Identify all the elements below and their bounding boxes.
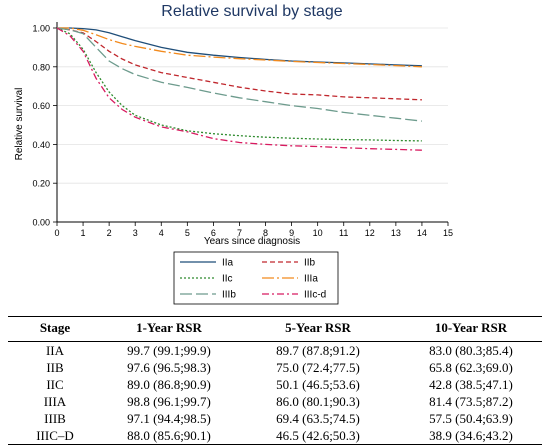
rsr-10y-cell: 57.5 (50.4;63.9) — [429, 411, 513, 426]
header-stage: Stage — [8, 316, 102, 342]
table-row: IIC 89.0 (86.8;90.9) 50.1 (46.5;53.6) 42… — [8, 376, 542, 393]
x-tick-label: 1 — [81, 228, 86, 238]
legend-label: IIb — [304, 258, 316, 269]
legend: IIa IIb IIc IIIa IIIb IIIc-d — [173, 251, 339, 305]
header-5-year: 5-Year RSR — [236, 316, 400, 342]
table-row: IIB 97.6 (96.5;98.3) 75.0 (72.4;77.5) 65… — [8, 359, 542, 376]
gridlines — [57, 27, 448, 223]
axes: 0.000.200.400.600.801.000 1 2 3 4 5 6 7 8 9 10 11 12… — [32, 22, 453, 238]
stage-cell: IIA — [45, 343, 65, 358]
table-row: IIIC–D 88.0 (85.6;90.1) 46.5 (42.6;50.3)… — [8, 427, 542, 445]
x-tick-label: 2 — [107, 228, 112, 238]
y-tick-label: 0.60 — [32, 101, 50, 111]
chart-title: Relative survival by stage — [161, 3, 343, 20]
legend-label: IIIa — [304, 274, 318, 285]
series-line-iib — [56, 27, 422, 101]
rsr-1y-cell: 89.0 (86.8;90.9) — [127, 377, 211, 392]
x-tick-label: 11 — [339, 228, 348, 238]
rsr-1y-cell: 98.8 (96.1;99.7) — [127, 394, 211, 409]
y-tick-label: 0.80 — [32, 62, 50, 72]
table-header-row: Stage 1-Year RSR 5-Year RSR 10-Year RSR — [8, 316, 542, 342]
y-tick-label: 0.40 — [32, 140, 50, 150]
rsr-1y-cell: 97.6 (96.5;98.3) — [127, 360, 211, 375]
x-tick-label: 3 — [133, 228, 138, 238]
rsr-5y-cell: 75.0 (72.4;77.5) — [276, 360, 360, 375]
x-tick-label: 13 — [391, 228, 401, 238]
table-row: IIA 99.7 (99.1;99.9) 89.7 (87.8;91.2) 83… — [8, 342, 542, 360]
x-tick-label: 0 — [54, 228, 59, 238]
x-tick-label: 14 — [417, 228, 427, 238]
rsr-1y-cell: 88.0 (85.6;90.1) — [102, 427, 236, 445]
y-tick-label: 1.00 — [32, 24, 50, 34]
rsr-table: Stage 1-Year RSR 5-Year RSR 10-Year RSR … — [8, 316, 542, 445]
rsr-5y-cell: 46.5 (42.6;50.3) — [236, 427, 400, 445]
series-line-iiib — [56, 27, 422, 122]
rsr-10y-cell: 81.4 (73.5;87.2) — [429, 394, 513, 409]
x-tick-label: 4 — [159, 228, 164, 238]
series-line-iia — [57, 27, 422, 67]
x-tick-label: 8 — [263, 228, 268, 238]
x-tick-label: 12 — [365, 228, 375, 238]
x-tick-label: 5 — [185, 228, 190, 238]
survival-chart: Relative survival by stage Relative surv… — [14, 3, 453, 305]
x-tick-label: 6 — [211, 228, 216, 238]
y-tick-label: 0.00 — [32, 218, 50, 228]
table-row: IIIB 97.1 (94.4;98.5) 69.4 (63.5;74.5) 5… — [8, 410, 542, 427]
rsr-1y-cell: 97.1 (94.4;98.5) — [127, 411, 211, 426]
x-tick-label: 9 — [289, 228, 294, 238]
rsr-10y-cell: 42.8 (38.5;47.1) — [429, 377, 513, 392]
legend-label: IIIc-d — [304, 290, 326, 301]
rsr-10y-cell: 38.9 (34.6;43.2) — [400, 427, 542, 445]
legend-label: IIIb — [222, 290, 236, 301]
x-axis-label: Years since diagnosis — [204, 236, 300, 247]
legend-label: IIa — [222, 258, 234, 269]
rsr-5y-cell: 69.4 (63.5;74.5) — [276, 411, 360, 426]
stage-cell: IIIC–D — [8, 427, 102, 445]
rsr-10y-cell: 65.8 (62.3;69.0) — [429, 360, 513, 375]
x-tick-label: 15 — [443, 228, 453, 238]
series-line-iiia — [57, 27, 422, 68]
stage-cell: IIIA — [43, 394, 67, 409]
rsr-1y-cell: 99.7 (99.1;99.9) — [127, 343, 211, 358]
legend-label: IIc — [222, 274, 233, 285]
stage-cell: IIC — [46, 377, 64, 392]
series-line-iiic-d — [56, 27, 422, 151]
series-line-iic — [56, 27, 422, 142]
rsr-5y-cell: 86.0 (80.1;90.3) — [276, 394, 360, 409]
header-1-year: 1-Year RSR — [102, 316, 236, 342]
stage-cell: IIIB — [44, 411, 66, 426]
y-axis-label: Relative survival — [14, 88, 25, 161]
rsr-5y-cell: 89.7 (87.8;91.2) — [276, 343, 360, 358]
rsr-10y-cell: 83.0 (80.3;85.4) — [429, 343, 513, 358]
y-tick-label: 0.20 — [32, 179, 50, 189]
x-tick-label: 7 — [237, 228, 242, 238]
x-tick-label: 10 — [313, 228, 323, 238]
header-10-year: 10-Year RSR — [400, 316, 542, 342]
table-row: IIIA 98.8 (96.1;99.7) 86.0 (80.1;90.3) 8… — [8, 393, 542, 410]
stage-cell: IIB — [46, 360, 64, 375]
rsr-5y-cell: 50.1 (46.5;53.6) — [276, 377, 360, 392]
series-lines — [56, 27, 422, 151]
